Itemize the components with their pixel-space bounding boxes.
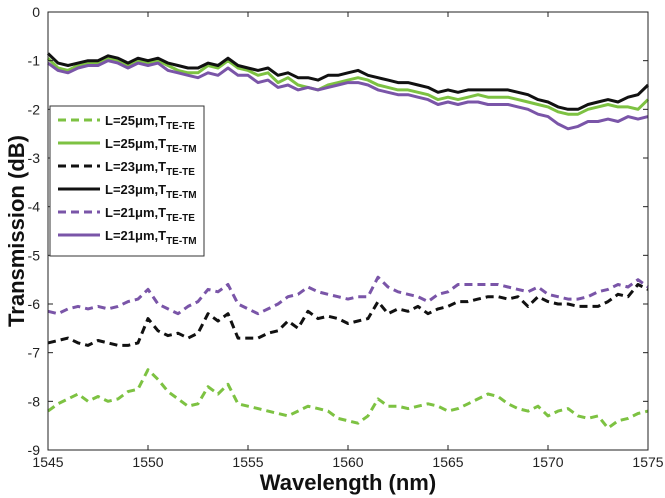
x-tick-label: 1575 [632, 454, 663, 470]
x-tick-label: 1545 [32, 454, 63, 470]
series-line-5 [47, 59, 649, 131]
legend-label-subscript: TE-TE [166, 121, 195, 132]
series-line-1 [46, 56, 650, 116]
legend-label: L=21μm,TTE-TM [105, 228, 197, 247]
legend-label: L=25μm,TTE-TE [105, 113, 195, 132]
series-line-4 [47, 275, 649, 316]
series-line-2 [47, 283, 649, 347]
legend-label-main: L=21μm,T [105, 228, 166, 243]
legend-label-subscript: TE-TE [166, 167, 195, 178]
x-tick-label: 1570 [532, 454, 563, 470]
y-tick-label: -9 [28, 442, 41, 458]
x-tick-label: 1555 [232, 454, 263, 470]
legend-label: L=25μm,TTE-TM [105, 136, 197, 155]
y-tick-label: -6 [28, 296, 41, 312]
x-tick-label: 1560 [332, 454, 363, 470]
legend-label-subscript: TE-TE [166, 213, 195, 224]
series-line-0 [47, 368, 649, 430]
legend: L=25μm,TTE-TEL=25μm,TTE-TML=23μm,TTE-TEL… [49, 105, 205, 257]
legend-label: L=21μm,TTE-TE [105, 205, 195, 224]
legend-label-subscript: TE-TM [166, 236, 197, 247]
legend-box [49, 105, 205, 257]
x-axis-label: Wavelength (nm) [260, 470, 436, 495]
x-tick-label: 1565 [432, 454, 463, 470]
legend-label-main: L=21μm,T [105, 205, 166, 220]
legend-label: L=23μm,TTE-TM [105, 182, 197, 201]
y-tick-label: -7 [28, 345, 41, 361]
y-tick-label: -1 [28, 53, 41, 69]
y-axis-label: Transmission (dB) [4, 135, 29, 327]
legend-label-subscript: TE-TM [166, 190, 197, 201]
legend-label-main: L=25μm,T [105, 113, 166, 128]
y-tick-label: -4 [28, 199, 41, 215]
y-tick-label: -8 [28, 393, 41, 409]
y-tick-label: -2 [28, 101, 41, 117]
plot-series-group [46, 52, 650, 430]
y-tick-label: -3 [28, 150, 41, 166]
y-tick-label: -5 [28, 247, 41, 263]
legend-label: L=23μm,TTE-TE [105, 159, 195, 178]
legend-label-main: L=25μm,T [105, 136, 166, 151]
series-line-3 [46, 52, 650, 111]
legend-label-subscript: TE-TM [166, 144, 197, 155]
y-tick-label: 0 [32, 4, 40, 20]
x-tick-label: 1550 [132, 454, 163, 470]
legend-label-main: L=23μm,T [105, 159, 166, 174]
legend-label-main: L=23μm,T [105, 182, 166, 197]
axis-ticks: 1545 1550 1555 1560 1565 1570 1575 0 -1 -2 -3 -4 -5 -… [28, 4, 664, 470]
